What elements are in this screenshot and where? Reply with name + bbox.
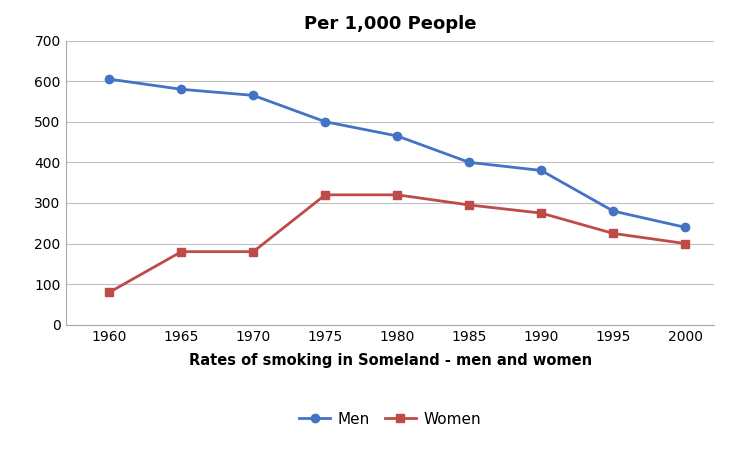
Line: Men: Men bbox=[105, 75, 690, 231]
Women bbox=[609, 230, 618, 236]
Women bbox=[249, 249, 258, 254]
Women bbox=[681, 241, 690, 246]
Men bbox=[465, 160, 474, 165]
Women bbox=[321, 192, 330, 198]
Legend: Men, Women: Men, Women bbox=[293, 406, 487, 433]
Women bbox=[393, 192, 402, 198]
Title: Per 1,000 People: Per 1,000 People bbox=[304, 15, 476, 33]
Men bbox=[681, 225, 690, 230]
Men bbox=[393, 133, 402, 139]
Women bbox=[105, 290, 114, 295]
Women bbox=[465, 202, 474, 207]
X-axis label: Rates of smoking in Someland - men and women: Rates of smoking in Someland - men and w… bbox=[188, 353, 592, 368]
Women bbox=[537, 210, 545, 216]
Women bbox=[177, 249, 185, 254]
Men bbox=[609, 208, 618, 214]
Line: Women: Women bbox=[105, 191, 690, 296]
Men bbox=[177, 87, 185, 92]
Men bbox=[321, 119, 330, 124]
Men bbox=[105, 77, 114, 82]
Men bbox=[537, 168, 545, 173]
Men bbox=[249, 93, 258, 98]
